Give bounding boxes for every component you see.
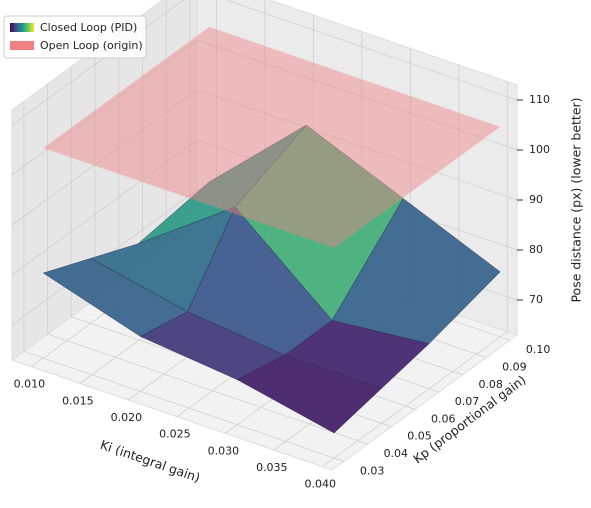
legend: Closed Loop (PID) Open Loop (origin) xyxy=(3,15,147,59)
x-tick-label: 0.025 xyxy=(159,428,191,441)
z-tick-label: 80 xyxy=(529,243,543,256)
plane xyxy=(43,26,501,249)
x-tick-label: 0.030 xyxy=(208,444,240,457)
x-tick-label: 0.015 xyxy=(62,394,94,407)
z-tick-label: 110 xyxy=(529,93,550,106)
grid-line xyxy=(196,89,518,201)
y-tick-label: 0.04 xyxy=(384,447,409,460)
y-tick-label: 0.08 xyxy=(478,378,503,391)
z-tick-label: 100 xyxy=(529,143,550,156)
x-tick-label: 0.035 xyxy=(256,461,288,474)
surface-face xyxy=(236,354,382,434)
grid-line xyxy=(23,350,344,462)
x-tick-label: 0.020 xyxy=(111,411,143,424)
y-tick-label: 0.10 xyxy=(526,343,551,356)
z-axis-label: Pose distance (px) (lower better) xyxy=(569,97,584,302)
grid-line xyxy=(196,39,518,151)
legend-box xyxy=(3,15,147,59)
y-tick-label: 0.09 xyxy=(502,361,526,374)
y-tick-label: 0.06 xyxy=(431,412,456,425)
y-tick-label: 0.05 xyxy=(407,430,432,443)
y-tick-label: 0.07 xyxy=(455,395,480,408)
grid-line xyxy=(47,333,368,445)
grid-line xyxy=(11,89,198,226)
legend-swatch xyxy=(10,23,34,32)
x-tick-label: 0.040 xyxy=(305,478,337,491)
z-tick-label: 90 xyxy=(529,193,543,206)
y-tick-label: 0.03 xyxy=(360,464,385,477)
x-tick-label: 0.010 xyxy=(14,378,46,391)
grid-line xyxy=(11,39,198,176)
x-axis-label: Ki (integral gain) xyxy=(98,437,202,485)
legend-swatch xyxy=(10,41,34,50)
legend-label: Open Loop (origin) xyxy=(40,39,143,52)
z-tick-label: 70 xyxy=(529,293,543,306)
grid-line xyxy=(224,0,518,101)
grid-line xyxy=(11,139,198,276)
legend-label: Closed Loop (PID) xyxy=(40,21,137,34)
